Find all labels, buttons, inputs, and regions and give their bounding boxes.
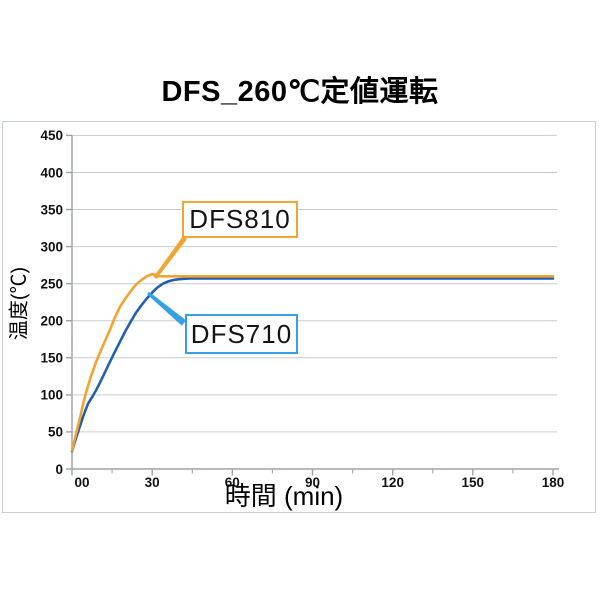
svg-text:450: 450 — [40, 128, 63, 143]
svg-text:100: 100 — [40, 388, 63, 403]
plot-area-svg: 0 50 100 150 200 250 300 350 400 450 00 30 60 90 120 15… — [40, 128, 564, 490]
series-line-dfs710 — [70, 277, 555, 453]
callout-box-dfs810: DFS810 — [182, 201, 298, 238]
callout-box-dfs710: DFS710 — [185, 314, 298, 354]
svg-text:350: 350 — [40, 202, 63, 217]
series-line-dfs810 — [70, 272, 555, 452]
x-axis-title: 時間 (min) — [224, 481, 344, 511]
svg-text:0: 0 — [55, 462, 63, 477]
gridlines — [72, 134, 557, 470]
svg-text:60: 60 — [225, 475, 240, 490]
y-tick-labels: 0 50 100 150 200 250 300 350 400 450 — [40, 128, 63, 477]
y-axis-title: 温度(℃) — [8, 266, 31, 341]
svg-text:120: 120 — [381, 475, 404, 490]
svg-text:30: 30 — [145, 475, 160, 490]
svg-text:200: 200 — [40, 314, 63, 329]
axes-and-ticks — [66, 134, 559, 476]
chart-title: DFS_260℃定値運転 — [161, 76, 439, 108]
x-tick-labels: 00 30 60 90 120 150 180 — [74, 475, 564, 490]
svg-text:250: 250 — [40, 277, 63, 292]
callout-leader-dfs710 — [147, 291, 187, 326]
plot-frame: 0 50 100 150 200 250 300 350 400 450 00 30 60 90 120 15… — [2, 121, 596, 513]
svg-text:300: 300 — [40, 239, 63, 254]
svg-text:150: 150 — [40, 351, 63, 366]
svg-text:90: 90 — [305, 475, 320, 490]
svg-text:150: 150 — [462, 475, 485, 490]
svg-text:50: 50 — [48, 425, 63, 440]
svg-text:180: 180 — [542, 475, 565, 490]
svg-text:00: 00 — [74, 475, 89, 490]
svg-text:400: 400 — [40, 165, 63, 180]
callout-leader-dfs810 — [153, 236, 187, 280]
